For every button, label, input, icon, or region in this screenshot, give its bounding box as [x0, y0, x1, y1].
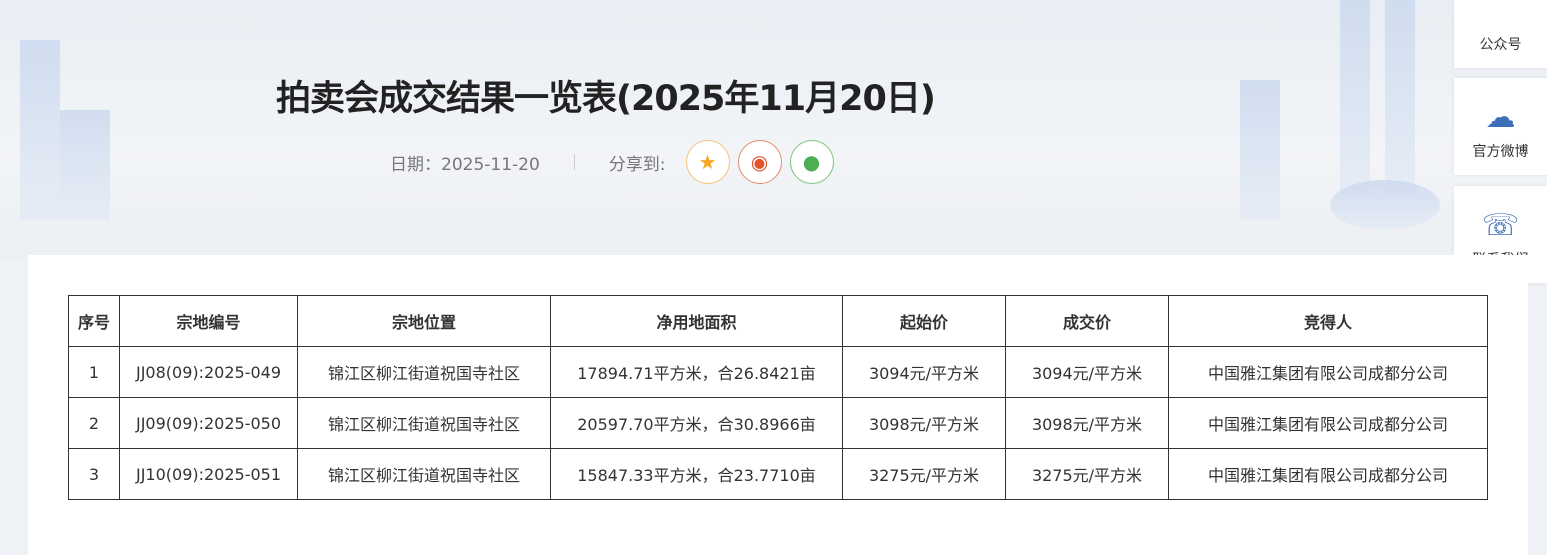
column-header: 成交价: [1005, 295, 1169, 347]
table-cell: 3098元/平方米: [842, 397, 1006, 449]
table-row: 3 JJ10(09):2025-051 锦江区柳江街道祝国寺社区 15847.33平方…: [68, 448, 1488, 500]
table-cell: JJ09(09):2025-050: [119, 397, 298, 449]
side-label: 公众号: [1479, 37, 1522, 53]
table-cell: 3: [68, 448, 120, 500]
table-cell: 中国雅江集团有限公司成都分公司: [1168, 346, 1488, 398]
share-weibo-button[interactable]: ◉: [737, 140, 782, 184]
table-row: 2 JJ09(09):2025-050 锦江区柳江街道祝国寺社区 20597.70平方…: [68, 397, 1488, 449]
table-cell: 3094元/平方米: [842, 346, 1006, 398]
table-cell: 3094元/平方米: [1005, 346, 1169, 398]
content-panel: 序号 宗地编号 宗地位置 净用地面积 起始价 成交价 竞得人 1 JJ08(09)…: [28, 255, 1528, 555]
skyline-decoration: [1385, 0, 1415, 200]
publish-date: 日期：2025-11-20: [390, 154, 540, 175]
table-cell: 锦江区柳江街道祝国寺社区: [297, 346, 551, 398]
share-qzone-button[interactable]: ★: [685, 140, 730, 184]
share-label: 分享到:: [608, 154, 666, 175]
telephone-icon: ☏: [1481, 208, 1520, 243]
auction-results-table: 序号 宗地编号 宗地位置 净用地面积 起始价 成交价 竞得人 1 JJ08(09)…: [68, 295, 1488, 500]
skyline-decoration: [1240, 80, 1280, 220]
column-header: 净用地面积: [550, 295, 843, 347]
share-wechat-button[interactable]: ●: [789, 140, 834, 184]
table-cell: 3275元/平方米: [1005, 448, 1169, 500]
side-official-weibo[interactable]: ☁ 官方微博: [1454, 78, 1547, 175]
page-title: 拍卖会成交结果一览表(2025年11月20日): [276, 79, 936, 119]
wechat-icon: ●: [802, 150, 821, 174]
side-wechat-account[interactable]: 公众号: [1454, 0, 1547, 68]
skyline-decoration: [20, 40, 60, 220]
table-cell: 20597.70平方米，合30.8966亩: [550, 397, 843, 449]
table-cell: JJ08(09):2025-049: [119, 346, 298, 398]
meta-bar: 日期：2025-11-20 分享到: ★ ◉ ●: [390, 140, 834, 184]
table-header-row: 序号 宗地编号 宗地位置 净用地面积 起始价 成交价 竞得人: [68, 295, 1488, 347]
table-cell: 15847.33平方米，合23.7710亩: [550, 448, 843, 500]
stadium-decoration: [1330, 180, 1440, 230]
table-cell: 3098元/平方米: [1005, 397, 1169, 449]
header-banner: [0, 0, 1547, 260]
weibo-icon: ☁: [1485, 100, 1516, 135]
skyline-decoration: [60, 110, 110, 220]
column-header: 序号: [68, 295, 120, 347]
table-cell: 锦江区柳江街道祝国寺社区: [297, 397, 551, 449]
table-cell: 2: [68, 397, 120, 449]
table-cell: 中国雅江集团有限公司成都分公司: [1168, 397, 1488, 449]
skyline-decoration: [1340, 0, 1370, 200]
table-cell: 17894.71平方米，合26.8421亩: [550, 346, 843, 398]
column-header: 竞得人: [1168, 295, 1488, 347]
qzone-star-icon: ★: [698, 150, 717, 174]
table-cell: 1: [68, 346, 120, 398]
divider: [573, 154, 575, 170]
side-label: 官方微博: [1472, 144, 1529, 160]
weibo-icon: ◉: [750, 150, 769, 174]
column-header: 宗地编号: [119, 295, 298, 347]
column-header: 起始价: [842, 295, 1006, 347]
table-row: 1 JJ08(09):2025-049 锦江区柳江街道祝国寺社区 17894.71平方…: [68, 346, 1488, 398]
table-cell: 锦江区柳江街道祝国寺社区: [297, 448, 551, 500]
column-header: 宗地位置: [297, 295, 551, 347]
table-cell: 3275元/平方米: [842, 448, 1006, 500]
table-cell: JJ10(09):2025-051: [119, 448, 298, 500]
table-cell: 中国雅江集团有限公司成都分公司: [1168, 448, 1488, 500]
